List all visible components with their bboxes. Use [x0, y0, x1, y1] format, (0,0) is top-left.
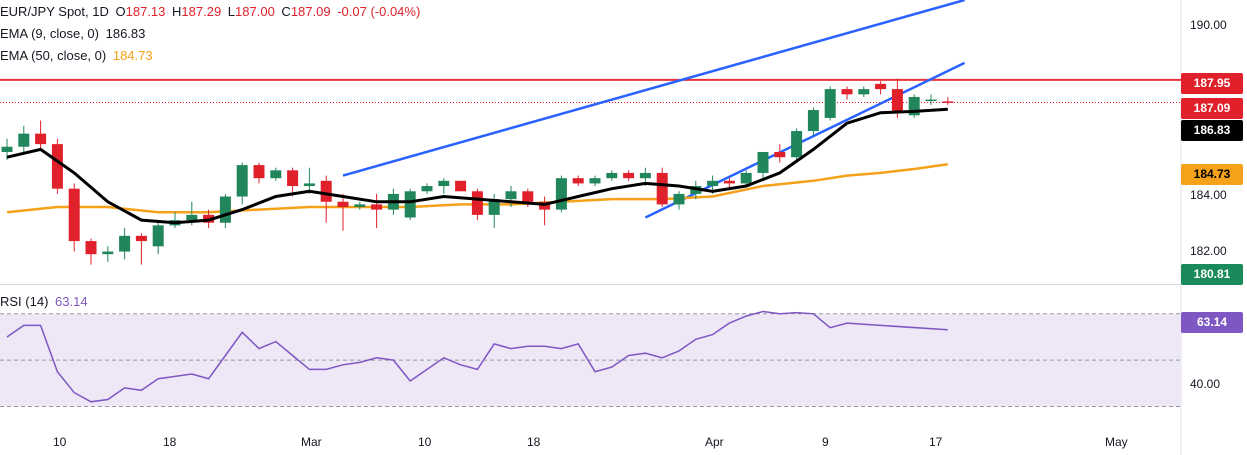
candle-body [404, 191, 416, 218]
legend-symbol-line: EUR/JPY Spot, 1D O187.13 H187.29 L187.00… [0, 4, 423, 19]
candle-body [707, 180, 719, 187]
candle-body [236, 165, 248, 197]
rsi-line [6, 310, 948, 403]
candle-body [337, 201, 349, 208]
time-tick-mar: Mar [301, 435, 322, 449]
candle-body [471, 191, 483, 215]
close-price-tag: 187.09 [1181, 98, 1243, 119]
candle-body [119, 235, 131, 252]
time-tick-feb-10: 10 [53, 435, 67, 449]
high-value: 187.29 [181, 4, 222, 19]
time-tick-mar-18: 18 [527, 435, 541, 449]
candle-body [303, 183, 315, 187]
candle-body [152, 225, 164, 247]
rsi-tick-40: 40.00 [1190, 377, 1221, 391]
ema50-name: EMA (50, close, 0) [0, 48, 107, 63]
candle-body [723, 180, 735, 184]
time-tick-apr-17: 17 [929, 435, 943, 449]
candle-body [135, 235, 147, 242]
ema9-line [6, 107, 948, 225]
ema50-value: 184.73 [112, 48, 153, 63]
candle-body [791, 131, 803, 158]
candle-body [270, 170, 282, 179]
time-tick-apr-9: 9 [822, 435, 829, 449]
rsi-name: RSI (14) [0, 294, 49, 309]
candle-body [925, 99, 937, 102]
candle-body [942, 101, 954, 103]
candle-body [572, 178, 584, 184]
high-label: H [172, 4, 182, 19]
candle-body [522, 191, 534, 202]
candle-body [320, 180, 332, 202]
close-label: C [281, 4, 291, 19]
ema9-value: 186.83 [105, 26, 146, 41]
rsi-value: 63.14 [55, 294, 88, 309]
candle-body [18, 133, 30, 147]
candle-body [455, 180, 467, 192]
candle-body [623, 172, 635, 179]
close-value: 187.09 [290, 4, 331, 19]
candle-body [656, 172, 668, 205]
candle-body [371, 204, 383, 210]
channel-lower-line [644, 61, 966, 219]
candle-body [35, 133, 47, 145]
candle-body [757, 151, 769, 173]
candle-body [102, 251, 114, 255]
rsi-price-tag: 63.14 [1181, 312, 1243, 333]
candle-body [219, 196, 231, 223]
candle-body [908, 96, 920, 116]
candle-body [555, 178, 567, 210]
legend-ema50-line: EMA (50, close, 0) 184.73 [0, 48, 156, 63]
low-value: 187.00 [235, 4, 275, 19]
ema9-name: EMA (9, close, 0) [0, 26, 99, 41]
low-price-tag: 180.81 [1181, 264, 1243, 285]
price-tick-184: 184.00 [1190, 188, 1227, 202]
candle-body [1, 146, 13, 152]
candle-body [51, 144, 63, 189]
candle-body [589, 178, 601, 184]
time-tick-may: May [1105, 435, 1128, 449]
candle-body [606, 172, 618, 179]
candle-body [85, 241, 97, 255]
candle-body [186, 214, 198, 221]
candle-body [875, 83, 887, 90]
time-tick-mar-10: 10 [418, 435, 432, 449]
candle-body [740, 172, 752, 184]
price-tick-182: 182.00 [1190, 244, 1227, 258]
candle-body [354, 204, 366, 208]
time-tick-feb-18: 18 [163, 435, 177, 449]
candle-body [807, 110, 819, 132]
candle-body [253, 165, 265, 179]
candle-body [824, 89, 836, 118]
ema9-price-tag: 186.83 [1181, 120, 1243, 141]
legend-rsi-line: RSI (14) 63.14 [0, 294, 91, 309]
candle-body [421, 186, 433, 192]
open-value: 187.13 [125, 4, 166, 19]
change-value: -0.07 (-0.04%) [337, 4, 421, 19]
open-label: O [115, 4, 126, 19]
channel-upper-line [342, 0, 965, 177]
candle-body [488, 199, 500, 215]
candle-body [287, 170, 299, 187]
candle-body [639, 172, 651, 179]
candle-body [891, 89, 903, 113]
candle-body [774, 151, 786, 158]
candle-body [841, 89, 853, 95]
legend-ema9-line: EMA (9, close, 0) 186.83 [0, 26, 148, 41]
symbol-name: EUR/JPY Spot, 1D [0, 4, 109, 19]
candle-body [438, 180, 450, 187]
candle-body [858, 89, 870, 95]
resistance-price-tag: 187.95 [1181, 73, 1243, 94]
time-tick-apr: Apr [705, 435, 724, 449]
candle-body [673, 193, 685, 205]
ema50-price-tag: 184.73 [1181, 164, 1243, 185]
low-label: L [227, 4, 236, 19]
price-tick-190: 190.00 [1190, 18, 1227, 32]
candle-body [505, 191, 517, 200]
candle-body [68, 188, 80, 242]
